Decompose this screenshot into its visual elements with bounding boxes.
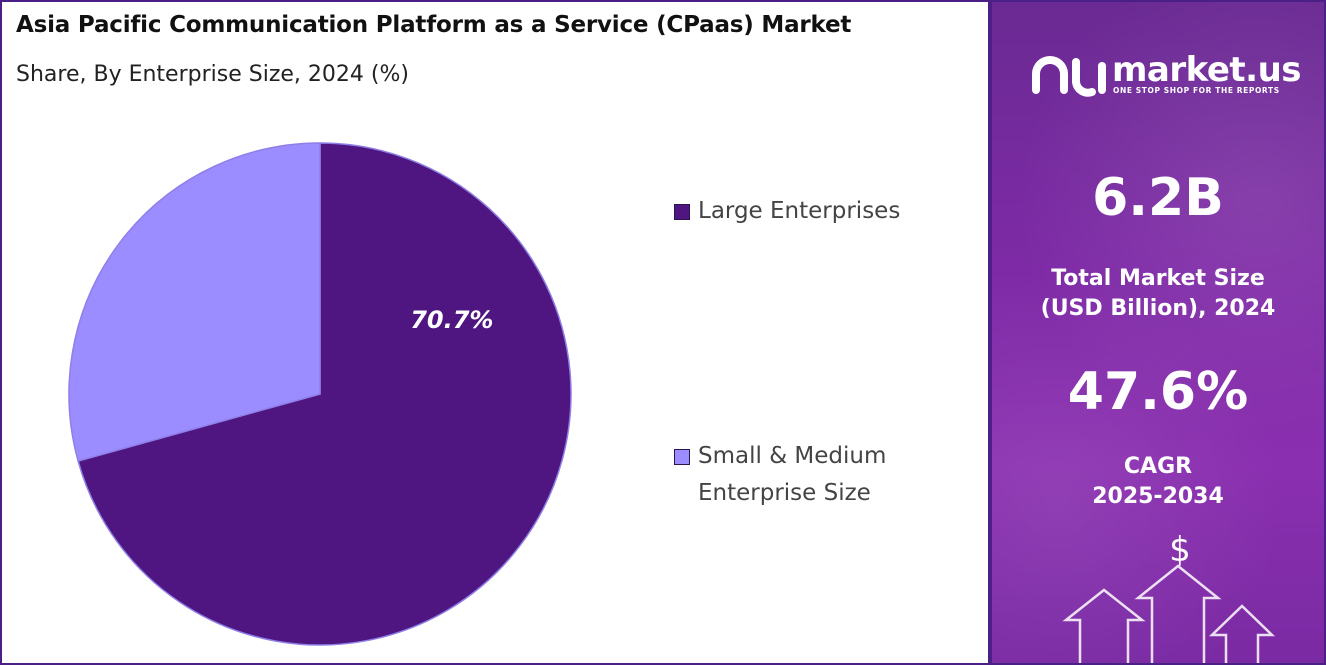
chart-panel: Asia Pacific Communication Platform as a… [16,12,901,646]
legend-label-sme: Small & Medium Enterprise Size [698,438,886,512]
pie-slice-large-enterprises [77,142,572,646]
legend-label-large-enterprises: Large Enterprises [698,198,901,224]
dollar-icon: $ [1169,530,1191,570]
brand-name: market.us [1112,50,1302,90]
market-size-value: 6.2B [1092,168,1224,228]
legend-swatch-large-enterprises [674,204,690,220]
pie-chart: 70.7% [68,142,572,646]
market-size-label-line1: Total Market Size [1051,266,1265,291]
info-panel [990,0,1326,665]
legend-label-sme-line2: Enterprise Size [698,480,871,506]
market-size-label-line2: (USD Billion), 2024 [1040,296,1276,321]
legend-swatch-sme [674,449,690,465]
legend-item-sme: Small & Medium Enterprise Size [674,438,886,512]
growth-arrows-icon [1062,564,1276,665]
chart-title: Asia Pacific Communication Platform as a… [16,12,852,38]
cagr-label-line1: CAGR [1123,454,1193,479]
chart-subtitle: Share, By Enterprise Size, 2024 (%) [16,62,409,87]
panel-divider [988,0,992,665]
legend-item-large-enterprises: Large Enterprises [674,193,900,230]
pie-data-label: 70.7% [410,306,493,334]
legend-label-sme-line1: Small & Medium [698,443,887,469]
market-us-logo-icon [1032,56,1106,97]
cagr-value: 47.6% [1067,362,1249,422]
brand-tagline: ONE STOP SHOP FOR THE REPORTS [1113,86,1280,95]
pie-slice-sme [68,142,321,462]
cagr-label-line2: 2025-2034 [1092,484,1224,509]
